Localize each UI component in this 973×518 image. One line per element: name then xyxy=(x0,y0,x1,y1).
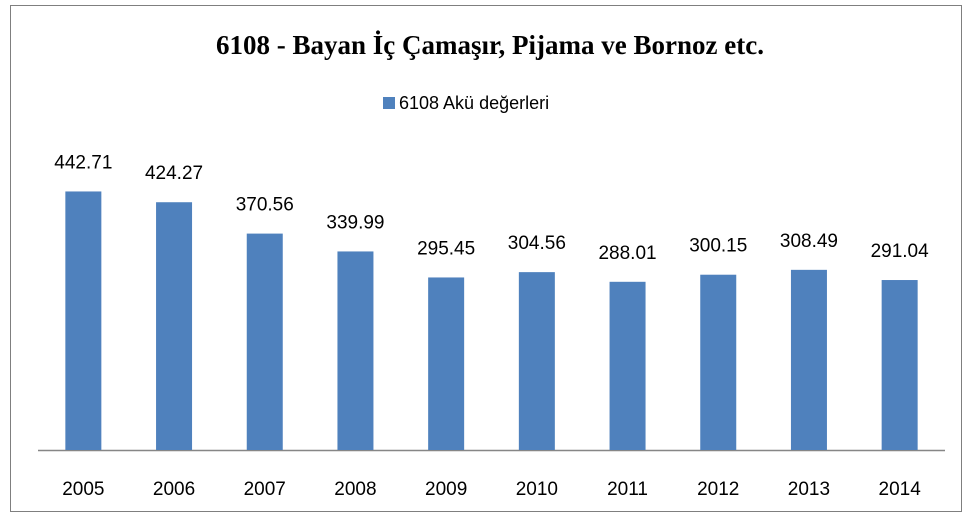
x-tick-label: 2009 xyxy=(425,479,467,500)
data-label: 339.99 xyxy=(326,212,384,233)
chart-title: 6108 - Bayan İç Çamaşır, Pijama ve Borno… xyxy=(216,30,764,60)
x-tick-label: 2014 xyxy=(879,479,922,500)
bar xyxy=(428,277,465,450)
bar xyxy=(518,272,555,450)
x-tick-label: 2008 xyxy=(334,479,376,500)
data-label: 288.01 xyxy=(598,243,656,264)
data-label: 295.45 xyxy=(417,238,475,259)
bar xyxy=(65,191,102,450)
bar xyxy=(609,281,646,450)
bar xyxy=(337,251,374,450)
data-label: 291.04 xyxy=(871,241,930,262)
x-tick-label: 2011 xyxy=(607,479,648,500)
bar xyxy=(156,202,193,450)
data-label: 442.71 xyxy=(54,152,112,173)
bar xyxy=(881,280,918,450)
x-tick-label: 2007 xyxy=(244,479,286,500)
x-tick-label: 2005 xyxy=(62,479,104,500)
data-label: 300.15 xyxy=(689,236,747,257)
bar xyxy=(246,233,283,450)
legend-label: 6108 Akü değerleri xyxy=(399,93,549,113)
data-label: 304.56 xyxy=(508,233,566,254)
data-label: 424.27 xyxy=(145,163,203,184)
legend-swatch xyxy=(383,97,395,109)
bar xyxy=(790,269,827,450)
data-label: 308.49 xyxy=(780,231,838,252)
x-tick-label: 2006 xyxy=(153,479,195,500)
data-label: 370.56 xyxy=(236,195,294,216)
x-tick-label: 2010 xyxy=(516,479,558,500)
x-tick-label: 2012 xyxy=(697,479,739,500)
bar xyxy=(700,274,737,450)
x-tick-label: 2013 xyxy=(788,479,830,500)
